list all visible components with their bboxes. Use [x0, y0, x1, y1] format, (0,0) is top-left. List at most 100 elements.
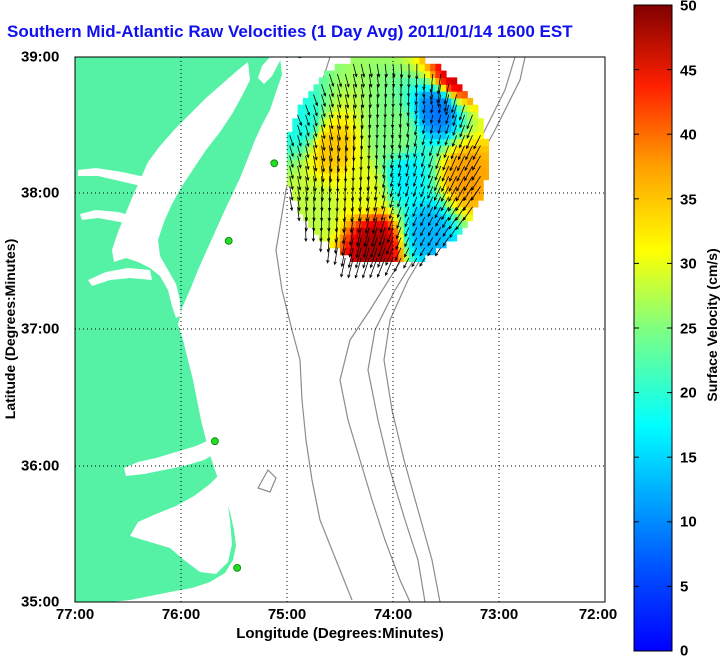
colorbar-tick-label: 0: [680, 642, 689, 660]
velocity-cell: [340, 172, 346, 181]
velocity-cell: [461, 118, 468, 126]
velocity-arrow: [395, 237, 402, 251]
velocity-cell: [446, 179, 452, 187]
velocity-arrow: [413, 145, 418, 158]
velocity-cell: [366, 77, 373, 85]
velocity-arrow: [458, 104, 465, 121]
velocity-cell: [366, 179, 373, 187]
velocity-cell: [308, 193, 315, 201]
radar-station-marker: [233, 564, 242, 572]
velocity-cell: [446, 220, 452, 228]
velocity-cell: [430, 240, 436, 249]
velocity-cell: [297, 193, 304, 201]
velocity-cell: [382, 166, 389, 174]
colorbar-label: Surface Velocity (cm/s): [704, 248, 720, 402]
velocity-arrow: [344, 125, 349, 142]
velocity-cell: [345, 213, 352, 222]
velocity-cell: [329, 118, 336, 126]
velocity-cell: [446, 97, 452, 106]
velocity-arrow: [415, 63, 419, 81]
velocity-cell: [318, 118, 325, 126]
velocity-arrow: [443, 94, 450, 113]
velocity-cell: [408, 227, 415, 235]
velocity-cell: [387, 138, 394, 147]
velocity-cell: [446, 104, 452, 113]
velocity-arrow: [397, 176, 402, 188]
velocity-arrow: [321, 125, 326, 140]
y-tick-label: 39:00: [21, 48, 60, 66]
velocity-cell: [345, 240, 352, 249]
velocity-cell: [393, 179, 399, 187]
velocity-cell: [451, 172, 458, 181]
velocity-arrow: [329, 145, 333, 163]
velocity-cell: [477, 166, 484, 174]
velocity-cell: [398, 159, 405, 167]
velocity-cell: [430, 125, 436, 133]
velocity-arrow: [297, 176, 302, 191]
velocity-cell: [461, 138, 468, 147]
velocity-cell: [340, 91, 346, 99]
velocity-cell: [398, 125, 405, 133]
velocity-cell: [387, 247, 394, 256]
velocity-arrow: [337, 135, 341, 152]
velocity-cell: [355, 70, 362, 78]
velocity-cell: [324, 118, 330, 126]
velocity-cell: [350, 63, 357, 72]
velocity-arrow: [436, 73, 442, 95]
velocity-cell: [302, 118, 309, 126]
velocity-cell: [324, 159, 330, 167]
velocity-cell: [435, 91, 442, 99]
velocity-cell: [435, 104, 442, 113]
velocity-cell: [451, 166, 458, 174]
velocity-arrow: [429, 84, 434, 101]
velocity-cell: [366, 227, 373, 235]
velocity-arrow: [405, 165, 410, 178]
velocity-cell: [313, 152, 320, 160]
velocity-cell: [435, 131, 442, 140]
velocity-arrow: [333, 247, 338, 266]
velocity-arrow: [412, 216, 418, 227]
velocity-cell: [398, 179, 405, 187]
velocity-cell: [477, 186, 484, 194]
velocity-cell: [393, 145, 399, 153]
velocity-cell: [377, 57, 383, 58]
velocity-cell: [467, 97, 474, 106]
velocity-arrow: [313, 114, 318, 127]
map-title-text: Southern Mid-Atlantic Raw Velocities (1 …: [7, 22, 573, 41]
velocity-cell: [340, 206, 346, 215]
velocity-arrow: [443, 145, 450, 159]
velocity-cell: [393, 63, 399, 72]
velocity-cell: [456, 166, 463, 174]
velocity-cell: [472, 193, 479, 201]
velocity-cell: [424, 186, 431, 194]
velocity-cell: [387, 84, 394, 92]
velocity-cell: [456, 179, 463, 187]
velocity-cell: [398, 186, 405, 194]
velocity-cell: [350, 118, 357, 126]
velocity-arrow: [348, 237, 354, 258]
velocity-cell: [366, 159, 373, 167]
velocity-cell: [371, 84, 378, 92]
velocity-cell: [451, 91, 458, 99]
velocity-cell: [408, 118, 415, 126]
velocity-arrow: [444, 135, 450, 146]
velocity-cell: [324, 125, 330, 133]
velocity-cell: [403, 166, 410, 174]
velocity-arrow: [380, 206, 386, 222]
velocity-cell: [387, 125, 394, 133]
velocity-cell: [451, 234, 458, 242]
velocity-cell: [371, 91, 378, 99]
velocity-cell: [461, 220, 468, 228]
velocity-cell: [345, 234, 352, 242]
velocity-cell: [366, 247, 373, 256]
velocity-cell: [461, 159, 468, 167]
velocity-cell: [340, 240, 346, 249]
velocity-cell: [324, 145, 330, 153]
colorbar-tick-label: 45: [680, 62, 697, 80]
velocity-cell: [308, 125, 315, 133]
velocity-arrow: [372, 206, 378, 223]
velocity-cell: [324, 206, 330, 215]
velocity-cell: [308, 172, 315, 181]
chesapeake-bay: [112, 62, 250, 318]
colorbar: [633, 4, 673, 652]
